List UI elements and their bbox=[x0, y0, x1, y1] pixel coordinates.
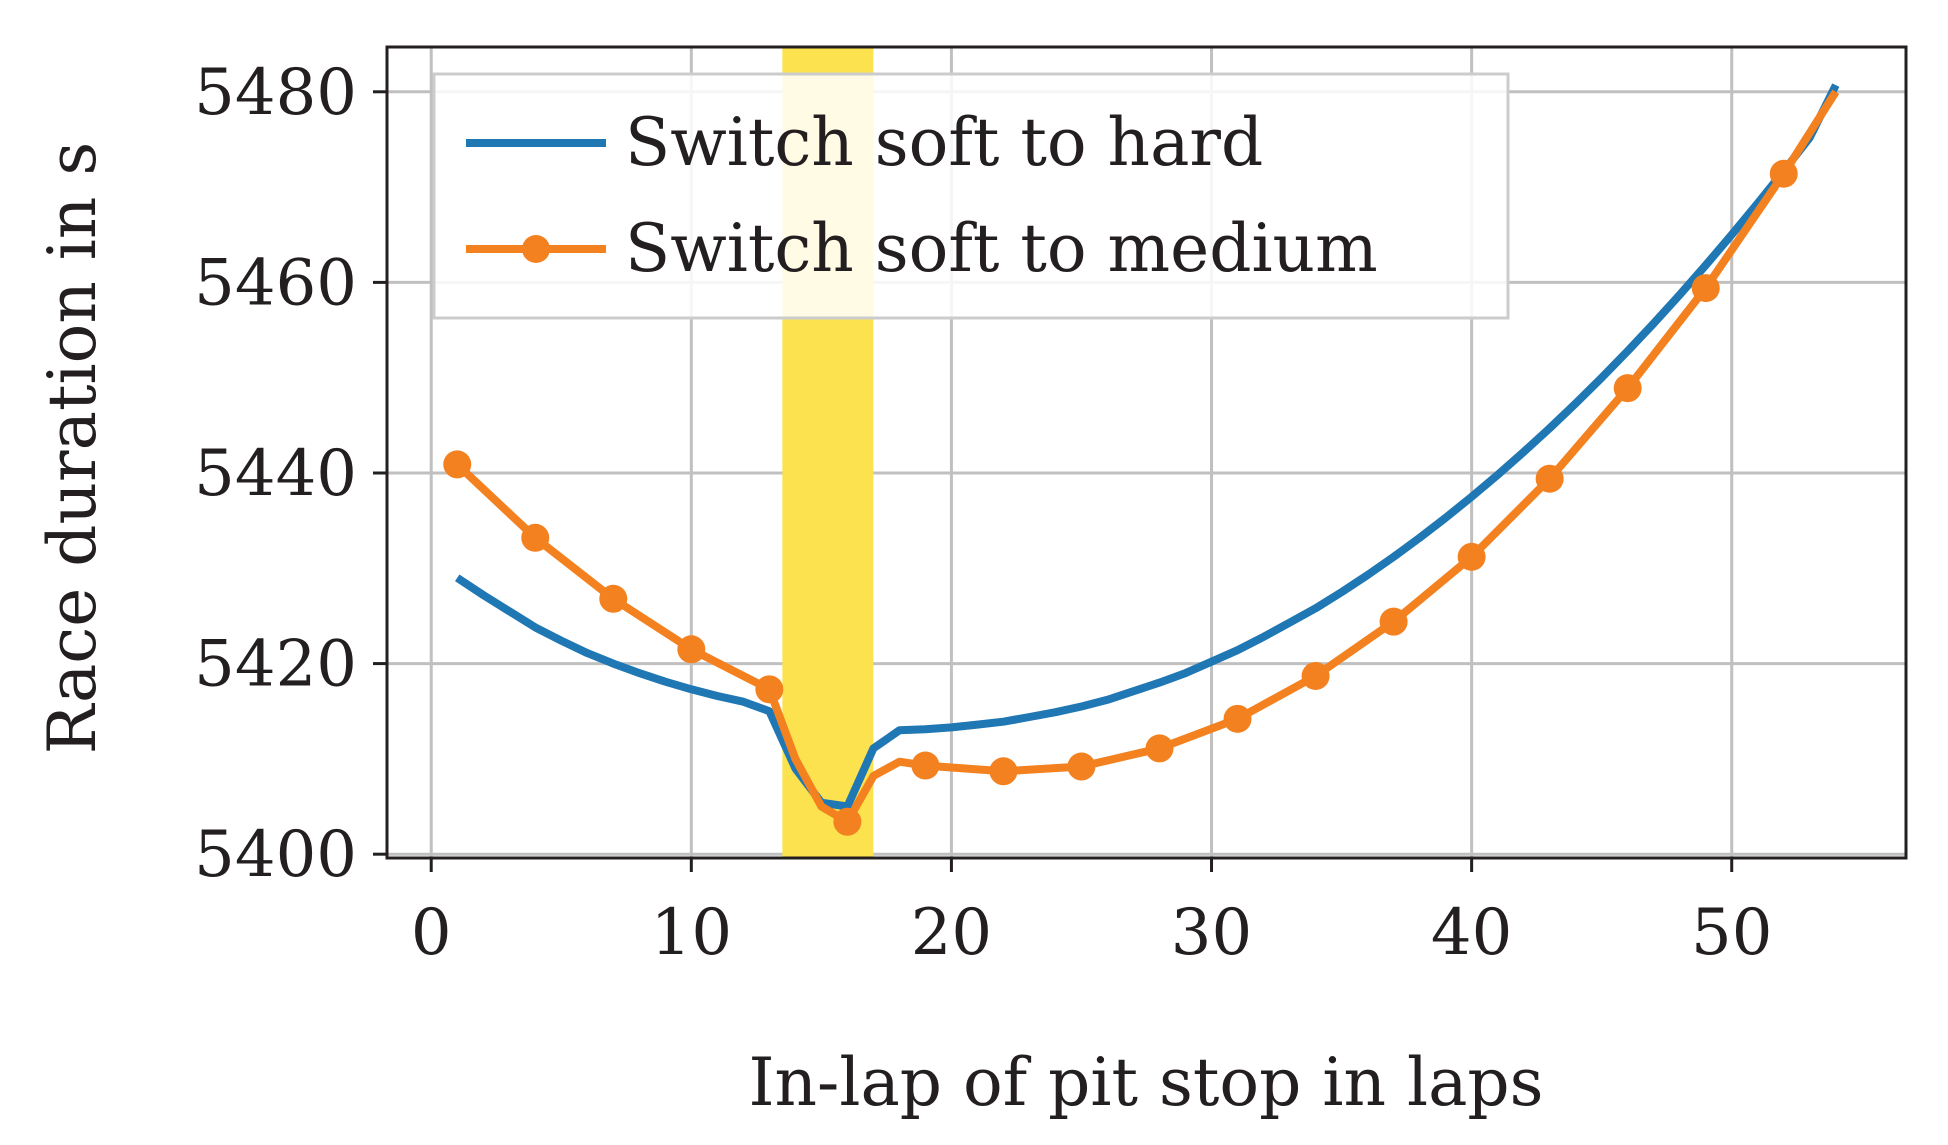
series-point-medium-43 bbox=[1535, 464, 1564, 493]
series-point-medium-28 bbox=[1145, 734, 1174, 763]
series-point-medium-49 bbox=[1691, 274, 1720, 303]
y-tick-label-5460: 5460 bbox=[194, 246, 357, 320]
series-point-medium-31 bbox=[1223, 704, 1252, 733]
legend-label-hard: Switch soft to hard bbox=[625, 104, 1263, 181]
y-tick-label-5480: 5480 bbox=[194, 56, 357, 130]
series-point-medium-10 bbox=[677, 635, 706, 664]
series-point-medium-16 bbox=[833, 807, 862, 836]
x-tick-label-30: 30 bbox=[1171, 896, 1252, 970]
x-tick-label-40: 40 bbox=[1431, 896, 1512, 970]
series-point-medium-25 bbox=[1067, 752, 1096, 781]
series-point-medium-19 bbox=[911, 751, 940, 780]
legend-label-medium: Switch soft to medium bbox=[625, 210, 1378, 287]
series-point-medium-46 bbox=[1613, 374, 1642, 403]
ticks: 0 10 20 30 40 50 5400 5420 5440 5460 5480 bbox=[194, 56, 1772, 970]
x-tick-label-20: 20 bbox=[911, 896, 992, 970]
series-point-medium-13 bbox=[755, 675, 784, 704]
series-point-medium-34 bbox=[1301, 661, 1330, 690]
series-point-medium-7 bbox=[599, 584, 628, 613]
y-axis-label: Race duration in s bbox=[34, 142, 111, 755]
x-tick-label-10: 10 bbox=[651, 896, 732, 970]
series-point-medium-4 bbox=[521, 523, 550, 552]
x-axis-label: In-lap of pit stop in laps bbox=[748, 1044, 1543, 1121]
legend: Switch soft to hard Switch soft to mediu… bbox=[432, 72, 1510, 320]
series-point-medium-40 bbox=[1457, 542, 1486, 571]
y-tick-label-5420: 5420 bbox=[194, 628, 357, 702]
series-point-medium-22 bbox=[989, 757, 1018, 786]
legend-marker-medium bbox=[522, 235, 550, 263]
series-line-hard bbox=[454, 83, 1840, 811]
legend-box bbox=[432, 72, 1510, 320]
x-tick-label-50: 50 bbox=[1691, 896, 1772, 970]
y-tick-label-5440: 5440 bbox=[194, 437, 357, 511]
series-point-medium-52 bbox=[1769, 159, 1798, 188]
plot-frame bbox=[385, 45, 1908, 860]
y-tick-label-5400: 5400 bbox=[194, 818, 357, 892]
series-layer bbox=[443, 83, 1840, 836]
series-point-medium-1 bbox=[443, 450, 472, 479]
series-point-medium-37 bbox=[1379, 607, 1408, 636]
x-tick-label-0: 0 bbox=[411, 896, 452, 970]
